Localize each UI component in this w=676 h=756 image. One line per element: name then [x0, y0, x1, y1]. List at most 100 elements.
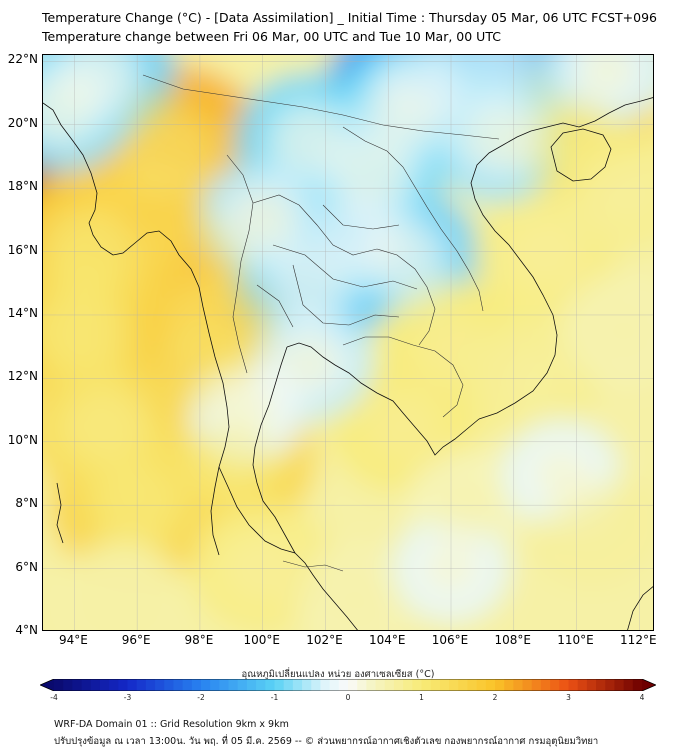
colorbar-cell	[366, 679, 377, 691]
colorbar-cell	[504, 679, 514, 691]
colorbar-cell	[191, 679, 202, 691]
colorbar-title: อุณหภูมิเปลี่ยนแปลง หน่วย องศาเซลเซียส (…	[241, 669, 435, 680]
coastline-borneo	[627, 586, 653, 630]
colorbar-cell	[357, 679, 367, 691]
colorbar-cell	[632, 679, 643, 691]
colorbar-tick-label: 3	[566, 693, 571, 702]
colorbar-cell	[467, 679, 478, 691]
colorbar-cell	[182, 679, 193, 691]
colorbar-cell	[485, 679, 496, 691]
colorbar-max-extend	[642, 679, 656, 691]
map-title: Temperature Change (°C) - [Data Assimila…	[42, 10, 657, 25]
latitude-label: 12°N	[7, 369, 38, 384]
colorbar-cell	[265, 679, 276, 691]
longitude-label: 112°E	[620, 633, 657, 647]
latitude-label: 16°N	[7, 242, 38, 257]
colorbar-cell	[375, 679, 386, 691]
anomaly-blob	[327, 573, 387, 628]
colorbar-tick-label: 4	[639, 693, 645, 702]
footer-credit: ปรับปรุงข้อมูล ณ เวลา 13:00น. วัน พฤ. ที…	[54, 736, 599, 747]
border-myanmar-thailand	[226, 154, 254, 374]
colorbar-cell	[145, 679, 156, 691]
longitude-label: 96°E	[121, 633, 151, 647]
longitude-label: 100°E	[243, 633, 280, 647]
colorbar-cell	[540, 679, 551, 691]
colorbar-cell	[228, 679, 239, 691]
colorbar-cell	[476, 679, 487, 691]
colorbar-cell	[99, 679, 110, 691]
colorbar-cell	[439, 679, 450, 691]
colorbar-tick-label: -2	[197, 693, 205, 702]
border-provinces-thai	[256, 204, 418, 328]
colorbar-tick-label: 2	[492, 693, 498, 702]
longitude-label: 110°E	[557, 633, 594, 647]
colorbar-cell	[54, 679, 64, 691]
border-laos-vietnam	[342, 126, 484, 312]
colorbar-cell	[384, 679, 395, 691]
anomaly-blob	[272, 249, 348, 318]
latitude-label: 6°N	[15, 559, 38, 574]
anomaly-blob	[120, 112, 217, 201]
latitude-label: 14°N	[7, 305, 38, 320]
colorbar-cell	[320, 679, 331, 691]
border-thailand-laos	[252, 194, 436, 346]
colorbar-cell	[605, 679, 616, 691]
colorbar-tick-label: -1	[270, 693, 279, 702]
colorbar-cell	[256, 679, 266, 691]
colorbar-cell	[513, 679, 524, 691]
longitude-label: 104°E	[368, 633, 406, 647]
coastline-myanmar-west	[43, 102, 230, 556]
longitude-label: 102°E	[306, 633, 343, 647]
anomaly-blob	[579, 55, 637, 94]
colorbar-cells	[40, 679, 656, 691]
colorbar-cell	[201, 679, 211, 691]
colorbar-cell	[237, 679, 248, 691]
colorbar-cell	[118, 679, 129, 691]
colorbar-cell	[559, 679, 570, 691]
latitude-label: 10°N	[7, 432, 38, 447]
latitude-label: 8°N	[15, 496, 38, 511]
colorbar-cell	[127, 679, 138, 691]
colorbar-cell	[531, 679, 542, 691]
anomaly-blob	[90, 572, 153, 629]
colorbar-cell	[109, 679, 119, 691]
colorbar-cell	[81, 679, 92, 691]
colorbar-cell	[292, 679, 303, 691]
colorbar-cell	[596, 679, 606, 691]
anomaly-blob	[66, 389, 146, 462]
anomaly-blob	[560, 492, 625, 551]
anomaly-blob	[367, 224, 441, 291]
anomaly-blob	[43, 292, 123, 369]
coastline-peninsula-east	[252, 346, 296, 554]
colorbar-cell	[329, 679, 340, 691]
anomaly-blob	[219, 385, 275, 436]
footer-model-info: WRF-DA Domain 01 :: Grid Resolution 9km …	[54, 719, 289, 730]
anomaly-blob	[368, 393, 440, 458]
coastline-hainan	[550, 128, 612, 182]
colorbar-cell	[586, 679, 597, 691]
colorbar-cell	[393, 679, 404, 691]
anomaly-blob	[280, 335, 340, 390]
colorbar-tick-label: -4	[50, 693, 58, 702]
longitude-label: 94°E	[58, 633, 88, 647]
colorbar-cell	[495, 679, 505, 691]
map-subtitle: Temperature change between Fri 06 Mar, 0…	[42, 29, 501, 44]
border-malaysia	[282, 560, 344, 572]
colorbar-cell	[63, 679, 73, 691]
colorbar-cell	[577, 679, 588, 691]
colorbar-cell	[412, 679, 423, 691]
colorbar-tick-label: 0	[345, 693, 351, 702]
colorbar-cell	[614, 679, 625, 691]
colorbar-cell	[173, 679, 184, 691]
longitude-label: 106°E	[431, 633, 469, 647]
colorbar-cell	[136, 679, 147, 691]
latitude-label: 18°N	[7, 179, 38, 194]
colorbar-cell	[283, 679, 294, 691]
anomaly-blob	[466, 111, 530, 170]
anomaly-blob	[593, 303, 653, 358]
colorbar-cell	[430, 679, 441, 691]
anomaly-blob	[533, 448, 589, 499]
anomaly-blob	[368, 83, 440, 148]
latitude-label: 20°N	[7, 115, 38, 130]
coastline-china-south	[530, 97, 653, 132]
